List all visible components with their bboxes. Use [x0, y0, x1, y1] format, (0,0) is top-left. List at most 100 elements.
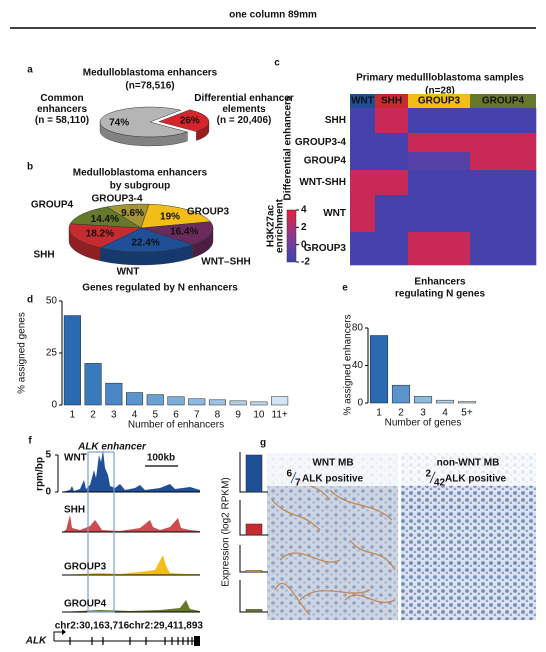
column-group-bar: [350, 94, 375, 108]
column-group-label: GROUP3: [418, 96, 461, 107]
heatmap-block: [408, 108, 471, 134]
image-caption: ALK positive: [302, 474, 364, 485]
y-axis-label: % assigned enhancers: [343, 314, 354, 415]
row-group-label: WNT-SHH: [299, 177, 346, 188]
pie-slice: [69, 206, 142, 229]
column-group-bar: [408, 94, 470, 108]
bar: [105, 382, 123, 406]
image-title: WNT MB: [312, 458, 353, 469]
heatmap-block: [350, 152, 376, 171]
track-label: GROUP3: [64, 562, 107, 573]
bar: [457, 401, 477, 404]
slice-category-label: WNT–SHH: [201, 257, 250, 268]
heatmap-block: [470, 170, 537, 196]
slice-category-label: Common enhancers: [36, 93, 88, 115]
colorbar: [286, 209, 297, 263]
track-y-label: rpm/bp: [35, 457, 46, 491]
row-group-label: GROUP3-4: [295, 137, 347, 148]
micrographs: [267, 453, 536, 620]
track-label: SHH: [64, 505, 85, 516]
bar: [435, 399, 455, 404]
x-tick-label: 3: [111, 410, 117, 421]
bar: [245, 609, 263, 613]
slice-category-label: Differential enhancer elements: [194, 93, 294, 115]
panel-letter: g: [260, 438, 266, 449]
y-axis-label: Expression (log2 RPKM): [221, 477, 232, 586]
colorbar-tick-label: -2: [301, 257, 310, 268]
y-tick-label: 25: [46, 348, 58, 359]
y-tick-label: 0: [357, 398, 363, 409]
panel-letter: a: [27, 65, 33, 76]
heatmap-block: [408, 195, 471, 233]
heatmap-block: [470, 152, 537, 171]
heatmap-block: [470, 232, 537, 266]
track-y-tick-label: 5: [45, 450, 51, 461]
bar: [250, 401, 268, 406]
pie-slice: [68, 223, 142, 249]
panel-letter: e: [342, 283, 348, 294]
bar: [208, 399, 226, 406]
heatmap-block: [350, 108, 376, 134]
bar: [245, 570, 263, 573]
bar: [369, 335, 389, 404]
y-tick-label: 0: [51, 400, 57, 411]
fraction-denominator: 42: [434, 478, 446, 489]
heatmap-block: [375, 232, 409, 266]
row-group-label: GROUP4: [304, 156, 347, 167]
heatmap-block: [375, 133, 409, 153]
gene-name: ALK: [25, 636, 47, 647]
heatmap-title: Primary medullloblastoma samples: [356, 73, 524, 84]
track-label: WNT: [64, 453, 87, 464]
heatmap-block: [375, 108, 409, 134]
bar: [63, 315, 81, 406]
column-group-label: GROUP4: [482, 96, 525, 107]
x-axis-label: Number of enhancers: [128, 420, 224, 431]
panel-letter: d: [27, 295, 33, 306]
slice-category-label: GROUP4: [31, 200, 74, 211]
heatmap-block: [408, 152, 471, 171]
row-group-label: GROUP3: [304, 243, 347, 254]
x-tick-label: 11+: [272, 410, 288, 421]
heatmap-block: [350, 133, 376, 153]
x-tick-label: 4: [442, 408, 448, 419]
heatmap-block: [375, 195, 409, 233]
track-title: ALK enhancer: [77, 442, 147, 453]
x-tick-label: 4: [132, 410, 138, 421]
x-tick-label: 1: [376, 408, 382, 419]
x-tick-label: 8: [215, 410, 221, 421]
x-tick-label: 2: [90, 410, 96, 421]
colorbar-label: H3K27ac: [266, 204, 277, 247]
slice-value-label: 74%: [109, 117, 129, 128]
scale-label: 100kb: [147, 453, 175, 464]
image-title: non-WNT MB: [437, 458, 500, 469]
x-tick-label: 1: [70, 410, 76, 421]
genomic-coordinate: chr2:29,411,893: [129, 621, 203, 632]
pie-title: Medulloblastoma enhancers: [83, 68, 218, 79]
fraction-numerator: 2: [425, 469, 431, 480]
genomic-coordinate: chr2:30,163,716: [55, 621, 130, 632]
column-group-label: SHH: [381, 96, 402, 107]
mini-axis: [239, 545, 268, 573]
bar: [188, 398, 206, 406]
bar: [245, 454, 263, 493]
bar: [84, 363, 102, 406]
pie-title: Medulloblastoma enhancers: [73, 168, 208, 179]
slice-value-label: 18.2%: [86, 228, 114, 239]
pie-slice: [158, 109, 210, 132]
x-tick-label: 10: [253, 410, 265, 421]
bar: [126, 392, 144, 406]
y-tick-label: 50: [46, 296, 58, 307]
bar: [146, 394, 164, 406]
fraction-slash: [429, 471, 436, 484]
pie-slice: [99, 227, 194, 253]
mini-axis: [239, 580, 268, 613]
figure-header: one column 89mm: [229, 10, 317, 21]
column-group-bar: [375, 94, 408, 108]
heatmap-block: [350, 195, 376, 233]
colorbar-tick-label: 0: [301, 239, 307, 250]
slice-category-label: GROUP3-4: [91, 194, 143, 205]
fraction-numerator: 6: [286, 469, 292, 480]
x-tick-label: 7: [194, 410, 200, 421]
slice-count-label: (n = 58,110): [34, 115, 90, 126]
column-group-bar: [470, 94, 536, 108]
